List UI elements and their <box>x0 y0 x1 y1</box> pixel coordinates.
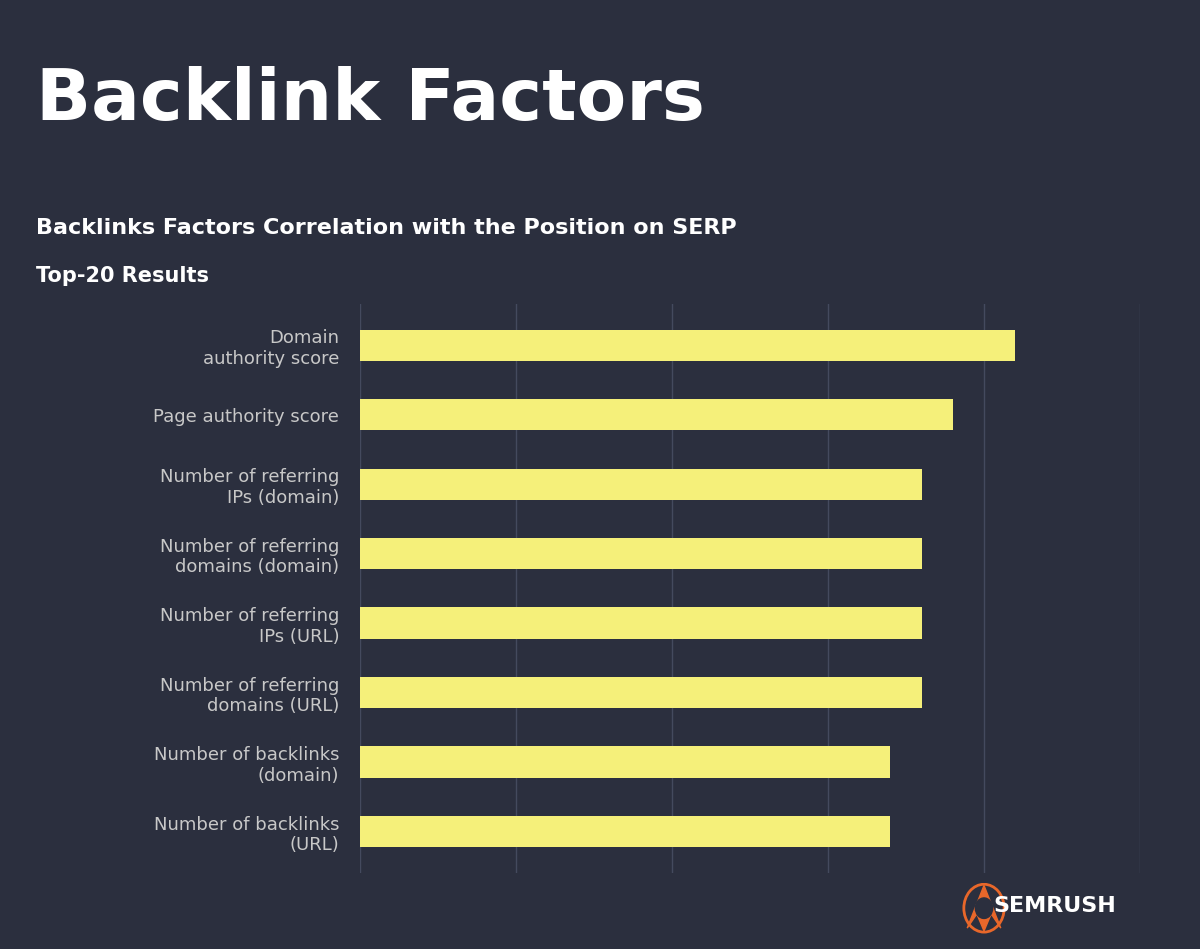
Text: 0.17: 0.17 <box>370 753 418 772</box>
Text: SEMRUSH: SEMRUSH <box>994 896 1116 916</box>
Text: 0.21: 0.21 <box>370 336 418 355</box>
Text: Top-20 Results: Top-20 Results <box>36 266 209 286</box>
Text: 0.17: 0.17 <box>370 822 418 841</box>
Text: 0.18: 0.18 <box>370 544 418 563</box>
Text: 0.18: 0.18 <box>370 683 418 702</box>
Circle shape <box>976 898 992 919</box>
Text: 0.19: 0.19 <box>370 405 418 424</box>
Text: 0.18: 0.18 <box>370 474 418 493</box>
Bar <box>360 399 953 430</box>
Bar <box>360 816 890 847</box>
Bar <box>360 538 922 569</box>
Bar <box>360 469 922 500</box>
Text: 0.18: 0.18 <box>370 614 418 633</box>
Bar <box>360 607 922 639</box>
Bar <box>360 329 1015 361</box>
Text: Backlink Factors: Backlink Factors <box>36 66 704 136</box>
Bar <box>360 747 890 778</box>
Polygon shape <box>967 885 1001 931</box>
Bar <box>360 677 922 708</box>
Text: Backlinks Factors Correlation with the Position on SERP: Backlinks Factors Correlation with the P… <box>36 218 737 238</box>
